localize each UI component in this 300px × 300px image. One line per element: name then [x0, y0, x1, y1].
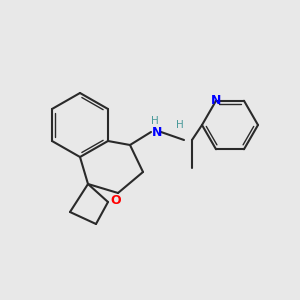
Text: H: H	[176, 120, 184, 130]
Text: N: N	[211, 94, 221, 107]
Text: N: N	[152, 125, 162, 139]
Text: O: O	[111, 194, 121, 208]
Text: H: H	[151, 116, 159, 126]
